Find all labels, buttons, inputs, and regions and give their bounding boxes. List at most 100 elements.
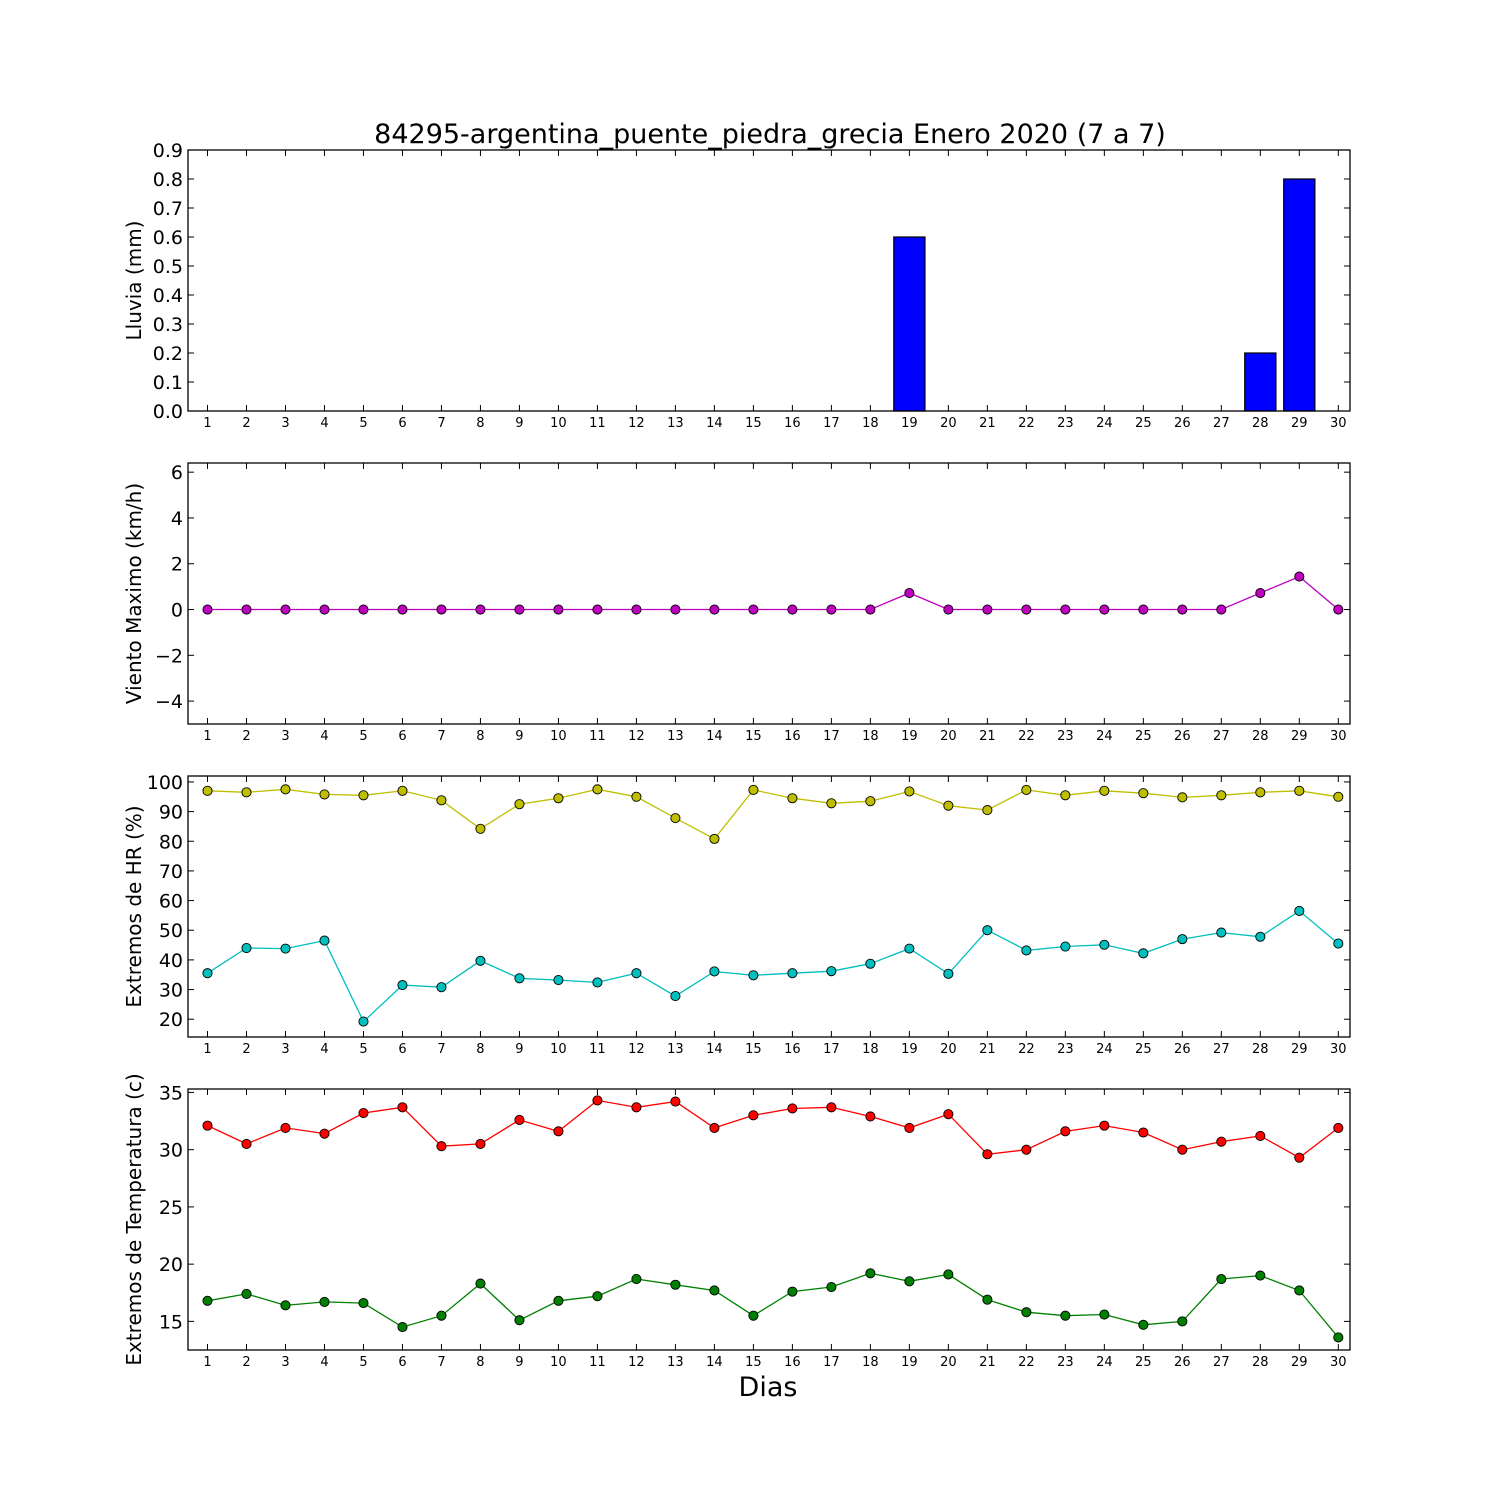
wind-xtick-label: 12 xyxy=(628,729,645,744)
humidity-series-1-point xyxy=(943,968,954,979)
wind-xtick-label: 17 xyxy=(823,729,840,744)
humidity-series-1-point xyxy=(553,975,564,986)
humidity-series-0-point xyxy=(280,784,291,795)
humidity-ytick-label: 50 xyxy=(159,920,183,942)
humidity-ytick-label: 70 xyxy=(159,861,183,883)
wind-series-0-point xyxy=(865,604,876,615)
humidity-series-1-point xyxy=(1294,905,1305,916)
rain-ytick-label: 0.4 xyxy=(153,285,183,307)
wind-ytick-label: −4 xyxy=(155,691,183,713)
rain-plot-frame xyxy=(187,149,1351,412)
rain-xtick-label: 14 xyxy=(706,416,723,431)
wind-series-0-point xyxy=(709,604,720,615)
humidity-xtick-label: 28 xyxy=(1252,1042,1269,1057)
wind-xtick-label: 30 xyxy=(1330,729,1347,744)
temperature-series-0-point xyxy=(280,1122,291,1133)
wind-series-0-point xyxy=(748,604,759,615)
wind-xtick-label: 16 xyxy=(784,729,801,744)
humidity-series-0-point xyxy=(826,798,837,809)
temperature-series-0-point xyxy=(631,1102,642,1113)
temperature-series-0-line xyxy=(207,1099,1339,1159)
temperature-series-0-point xyxy=(1177,1144,1188,1155)
rain-bar xyxy=(1244,352,1277,412)
temperature-series-1-point xyxy=(241,1288,252,1299)
temperature-xtick-label: 13 xyxy=(667,1355,684,1370)
wind-series-0-point xyxy=(436,604,447,615)
wind-series-0-point xyxy=(787,604,798,615)
temperature-series-1-point xyxy=(1294,1285,1305,1296)
rain-bar xyxy=(893,236,926,412)
rain-ytick-label: 0.7 xyxy=(153,198,183,220)
temperature-series-1-point xyxy=(514,1315,525,1326)
temperature-series-1-point xyxy=(592,1291,603,1302)
humidity-series-1-point xyxy=(202,968,213,979)
wind-series-0-point xyxy=(280,604,291,615)
rain-xtick-label: 28 xyxy=(1252,416,1269,431)
humidity-series-1-point xyxy=(631,968,642,979)
humidity-ytick-label: 60 xyxy=(159,891,183,913)
rain-xtick-label: 23 xyxy=(1057,416,1074,431)
rain-xtick-label: 1 xyxy=(203,416,211,431)
humidity-xtick-label: 2 xyxy=(242,1042,250,1057)
humidity-series-1-point xyxy=(982,925,993,936)
wind-series-0-point xyxy=(241,604,252,615)
wind-xtick-label: 1 xyxy=(203,729,211,744)
wind-series-0-point xyxy=(982,604,993,615)
temperature-xtick-label: 28 xyxy=(1252,1355,1269,1370)
temperature-series-1-point xyxy=(943,1269,954,1280)
wind-series-0-point xyxy=(1177,604,1188,615)
rain-xtick-label: 5 xyxy=(359,416,367,431)
temperature-xtick-label: 14 xyxy=(706,1355,723,1370)
temperature-ytick-label: 35 xyxy=(159,1082,183,1104)
rain-xtick-label: 30 xyxy=(1330,416,1347,431)
humidity-series-0-point xyxy=(1060,790,1071,801)
wind-series-0-point xyxy=(1216,604,1227,615)
wind-xtick-label: 5 xyxy=(359,729,367,744)
humidity-xtick-label: 7 xyxy=(437,1042,445,1057)
humidity-series-0-point xyxy=(748,784,759,795)
wind-ytick-label: 0 xyxy=(171,600,183,622)
temperature-series-1-point xyxy=(709,1285,720,1296)
temperature-series-0-point xyxy=(202,1120,213,1131)
wind-xtick-label: 4 xyxy=(320,729,328,744)
rain-bar xyxy=(1283,178,1316,412)
humidity-y-axis-label: Extremos de HR (%) xyxy=(122,805,146,1007)
temperature-xtick-label: 25 xyxy=(1135,1355,1152,1370)
rain-xtick-label: 25 xyxy=(1135,416,1152,431)
temperature-xtick-label: 20 xyxy=(940,1355,957,1370)
humidity-series-1-point xyxy=(1138,948,1149,959)
chart-title: 84295-argentina_puente_piedra_grecia Ene… xyxy=(374,119,1166,150)
humidity-series-0-point xyxy=(397,785,408,796)
temperature-xtick-label: 29 xyxy=(1291,1355,1308,1370)
temperature-series-1-line xyxy=(207,1272,1339,1338)
wind-series-0-point xyxy=(904,587,915,599)
temperature-series-0-point xyxy=(865,1111,876,1122)
rain-xtick-label: 24 xyxy=(1096,416,1113,431)
humidity-series-0-point xyxy=(631,791,642,802)
humidity-xtick-label: 21 xyxy=(979,1042,996,1057)
wind-series-0-point xyxy=(319,604,330,615)
temperature-xtick-label: 3 xyxy=(281,1355,289,1370)
temperature-plot-frame xyxy=(187,1088,1351,1351)
humidity-series-0-point xyxy=(709,833,720,844)
humidity-xtick-label: 1 xyxy=(203,1042,211,1057)
humidity-series-1-point xyxy=(592,977,603,988)
humidity-xtick-label: 5 xyxy=(359,1042,367,1057)
humidity-xtick-label: 20 xyxy=(940,1042,957,1057)
humidity-xtick-label: 11 xyxy=(589,1042,606,1057)
humidity-xtick-label: 30 xyxy=(1330,1042,1347,1057)
temperature-xtick-label: 19 xyxy=(901,1355,918,1370)
rain-y-axis-label: Lluvia (mm) xyxy=(122,221,146,341)
temperature-series-1-point xyxy=(670,1279,681,1290)
temperature-series-0-point xyxy=(397,1102,408,1113)
humidity-series-1-point xyxy=(826,966,837,977)
temperature-series-1-point xyxy=(904,1276,915,1287)
temperature-xtick-label: 23 xyxy=(1057,1355,1074,1370)
temperature-series-0-point xyxy=(943,1109,954,1120)
humidity-xtick-label: 13 xyxy=(667,1042,684,1057)
temperature-xtick-label: 18 xyxy=(862,1355,879,1370)
rain-xtick-label: 22 xyxy=(1018,416,1035,431)
